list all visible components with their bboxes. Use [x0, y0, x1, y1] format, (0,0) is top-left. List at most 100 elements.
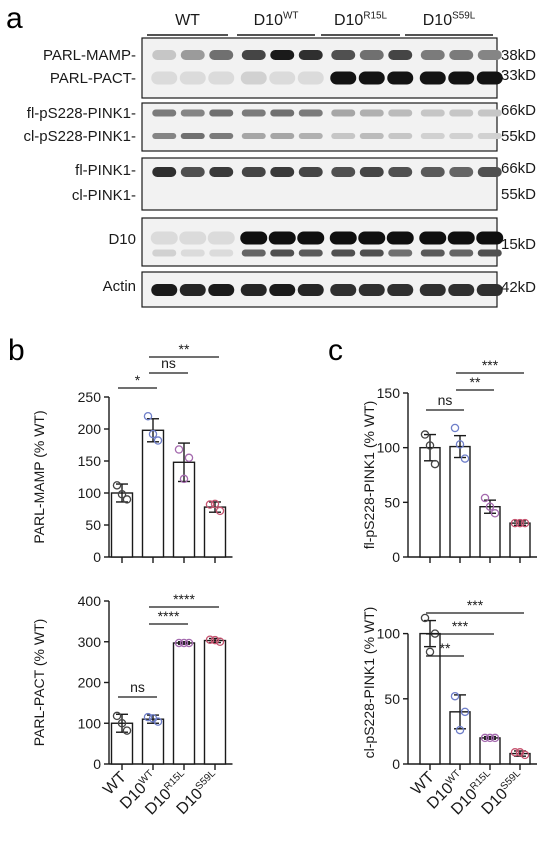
data-point — [485, 502, 495, 511]
blot-band — [386, 231, 414, 245]
blot-band — [388, 109, 413, 117]
data-point — [179, 638, 189, 648]
data-point — [215, 506, 225, 516]
blot-band — [269, 284, 296, 296]
blot-band — [358, 284, 385, 296]
blot-mw-label: 66kD — [501, 160, 536, 177]
blot-row-label: PARL-MAMP- — [43, 47, 136, 64]
y-axis-label: PARL-MAMP (% WT) — [31, 410, 47, 543]
data-point — [117, 490, 127, 499]
blot-band — [359, 133, 384, 139]
blot-band — [420, 133, 445, 139]
bar — [419, 446, 441, 558]
data-point — [515, 748, 525, 757]
blot-row-label: Actin — [103, 278, 136, 295]
blot-band — [477, 50, 502, 60]
blot-band — [209, 50, 234, 60]
bar — [449, 445, 471, 558]
data-point — [210, 499, 220, 509]
blot-row-label: cl-pS228-PINK1- — [23, 128, 136, 145]
data-point — [455, 440, 465, 449]
blot-band — [241, 133, 266, 139]
blot-row-label: PARL-PACT- — [50, 70, 136, 87]
data-point — [148, 714, 158, 723]
significance-label: ** — [470, 374, 481, 390]
panel-letter-c: c — [328, 334, 343, 367]
data-point — [143, 712, 153, 722]
data-point — [430, 459, 440, 469]
blot-band — [298, 50, 323, 60]
blot-band — [209, 167, 234, 177]
blot-band — [297, 231, 325, 245]
blot-group-label: WT — [175, 12, 200, 29]
blot-band — [358, 231, 386, 245]
blot-band — [449, 249, 474, 257]
blot-band — [476, 231, 504, 245]
blot-band — [358, 71, 385, 85]
blot-band — [331, 50, 356, 60]
blot-band — [241, 249, 266, 257]
blot-band — [388, 133, 413, 139]
data-point — [455, 725, 465, 735]
blot-band — [208, 71, 235, 85]
blot-band — [207, 231, 235, 245]
y-tick-label: 50 — [384, 691, 400, 707]
blot-band — [359, 249, 384, 257]
data-point — [184, 638, 194, 648]
y-tick-label: 200 — [78, 421, 102, 437]
y-tick-label: 50 — [85, 517, 101, 533]
data-point — [420, 613, 430, 623]
bar — [509, 522, 531, 558]
blot-band — [476, 284, 503, 296]
blot-band — [420, 167, 445, 177]
blot-band — [270, 109, 295, 117]
blot-band — [180, 109, 205, 117]
blot-band — [419, 231, 447, 245]
blot-group-label: D10WT — [254, 11, 299, 29]
data-point — [490, 733, 500, 743]
blot-band — [448, 284, 475, 296]
y-tick-label: 150 — [377, 385, 401, 401]
data-point — [450, 691, 460, 701]
blot-strip — [141, 157, 498, 211]
blot-band — [420, 249, 445, 257]
blot-band — [387, 284, 414, 296]
data-point — [122, 495, 132, 504]
data-point — [210, 635, 220, 645]
blot-band — [448, 71, 475, 85]
data-point — [460, 454, 470, 463]
blot-group-header: WT D10WT D10R15L D10S59L — [147, 11, 493, 36]
significance-label: *** — [482, 357, 499, 373]
blot-band — [180, 50, 205, 60]
data-point — [112, 711, 122, 721]
significance-label: **** — [173, 591, 195, 607]
blot-band — [331, 167, 356, 177]
blot-band — [240, 231, 268, 245]
y-axis-label: fl-pS228-PINK1 (% WT) — [361, 401, 377, 550]
blot-band — [268, 231, 296, 245]
blot-band — [240, 71, 267, 85]
data-point — [215, 637, 225, 647]
data-point — [420, 430, 430, 439]
y-axis-label: cl-pS228-PINK1 (% WT) — [361, 607, 377, 759]
blot-band — [331, 133, 356, 139]
y-tick-label: 0 — [93, 756, 101, 772]
data-point — [520, 518, 530, 528]
blot-band — [477, 109, 502, 117]
significance-label: **** — [158, 608, 180, 624]
blot-band — [150, 231, 178, 245]
blot-band — [298, 109, 323, 117]
blot-band — [241, 167, 266, 177]
blot-row-label: fl-PINK1- — [75, 162, 136, 179]
y-tick-label: 400 — [78, 593, 102, 609]
bar — [479, 506, 501, 558]
blot-band — [419, 284, 446, 296]
data-point — [205, 635, 215, 644]
blot-band — [447, 231, 475, 245]
blot-band — [359, 109, 384, 117]
blot-band — [298, 133, 323, 139]
blot-band — [359, 50, 384, 60]
